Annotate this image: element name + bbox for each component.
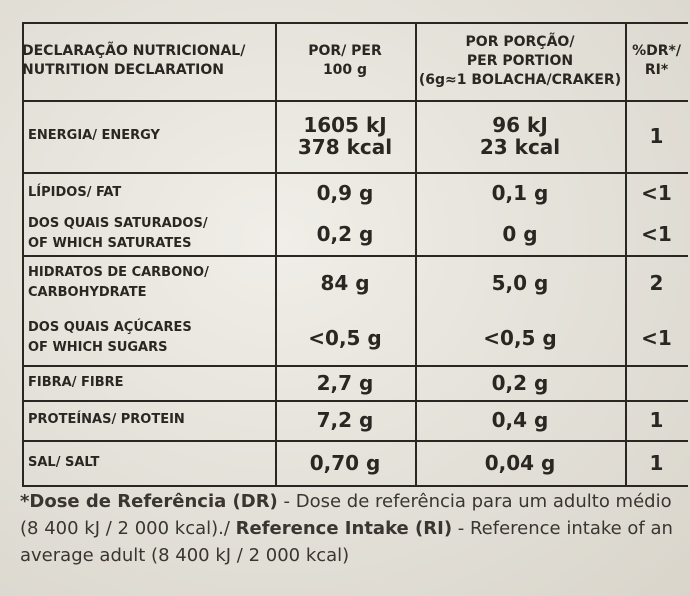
cell: 1 (649, 408, 664, 432)
cell-text: 84 g (320, 270, 370, 295)
cell: <1 (641, 180, 672, 205)
cell: 0,4 g (415, 400, 625, 440)
cell-text: PER PORTION (466, 52, 574, 69)
cell: <1 (641, 222, 672, 247)
cell: <0,5 g (275, 310, 415, 365)
cell-text: <0,5 g (483, 325, 557, 350)
cell: PROTEÍNAS/ PROTEIN (22, 400, 275, 440)
cell-text: 23 kcal (479, 135, 561, 159)
cell: 0,2 g (415, 365, 625, 400)
cell: 0,1 g (415, 172, 625, 214)
cell-text: 5,0 g (491, 270, 549, 295)
cell-text: LÍPIDOS/ FAT (28, 184, 122, 200)
cell-text: FIBRA/ FIBRE (28, 374, 124, 390)
cell-text: (6g≈1 BOLACHA/CRAKER) (418, 71, 622, 88)
rule (415, 22, 417, 485)
cell-text: 0,2 g (491, 370, 549, 395)
cell: 7,2 g (275, 400, 415, 440)
cell-text: POR PORÇÃO/ (465, 33, 575, 50)
cell: 2,7 g (275, 365, 415, 400)
cell: 0 g (415, 214, 625, 256)
cell: POR PORÇÃO/PER PORTION (6g≈1 BOLACHA/CRAK… (415, 22, 625, 100)
cell-text: 96 kJ (492, 113, 548, 137)
cell-text: PROTEÍNAS/ PROTEIN (28, 412, 185, 427)
cell-text: %DR*/ (632, 43, 681, 59)
cell: SAL/ SALT (22, 440, 275, 485)
cell-text: OF WHICH SUGARS (28, 339, 168, 355)
cell: 0,9 g (275, 172, 415, 214)
rule (22, 440, 688, 442)
cell-text: 1605 kJ (303, 113, 387, 137)
cell-text: 2,7 g (316, 370, 374, 395)
cell: 2 (649, 270, 664, 295)
cell-text: 0,04 g (484, 450, 556, 475)
cell-text: 0,4 g (491, 408, 549, 432)
cell-text: RI* (644, 62, 669, 78)
cell: 1 (649, 450, 664, 475)
cell-text: POR/ PER (308, 43, 382, 59)
cell-text: OF WHICH SATURATES (28, 236, 192, 252)
footnote-text: - Dose de referência para um adulto médi… (20, 491, 672, 539)
cell: HIDRATOS DE CARBONO/CARBOHYDRATE (22, 255, 275, 310)
rule (22, 22, 688, 24)
cell: DOS QUAIS AÇÚCARES OF WHICH SUGARS (22, 310, 275, 365)
cell: <0,5 g (415, 310, 625, 365)
cell-text: 0 g (502, 222, 538, 247)
rule (22, 22, 24, 485)
cell: <1 (641, 325, 672, 350)
cell: 0,04 g (415, 440, 625, 485)
cell: 96 kJ 23 kcal (415, 100, 625, 172)
rule (275, 22, 277, 485)
footnote-bold: Reference Intake (RI) (235, 518, 453, 539)
cell: %DR*/ RI* (625, 22, 688, 100)
cell: DECLARAÇÃO NUTRICIONAL/NUTRITION DECLARA… (22, 22, 275, 100)
cell-text: 7,2 g (316, 408, 374, 432)
cell-text: SAL/ SALT (28, 454, 100, 470)
cell-text: DOS QUAIS AÇÚCARES (28, 319, 192, 335)
cell: POR/ PER 100 g (275, 22, 415, 100)
rule (22, 485, 688, 487)
cell: 0,2 g (275, 214, 415, 256)
cell-text: 100 g (322, 62, 368, 78)
cell: 5,0 g (415, 255, 625, 310)
rule (22, 400, 688, 402)
cell-text: CARBOHYDRATE (28, 284, 147, 300)
cell: 84 g (275, 255, 415, 310)
cell-text: 0,2 g (316, 222, 374, 247)
cell-text: HIDRATOS DE CARBONO/ (28, 264, 209, 280)
cell-text: 0,70 g (309, 450, 381, 475)
cell: 0,70 g (275, 440, 415, 485)
cell-text: ENERGIA/ ENERGY (28, 128, 160, 143)
cell-text: 0,9 g (316, 180, 374, 205)
footnote-text: - Reference intake of an average adult (… (20, 518, 673, 566)
rule (22, 172, 688, 174)
cell-text: DECLARAÇÃO NUTRICIONAL/ (22, 43, 246, 59)
cell: FIBRA/ FIBRE (22, 365, 275, 400)
cell-text: NUTRITION DECLARATION (22, 62, 224, 78)
footnote-bold: *Dose de Referência (DR) (20, 491, 278, 512)
cell-text: 0,1 g (491, 180, 549, 205)
cell-text: <0,5 g (308, 325, 382, 350)
cell: ENERGIA/ ENERGY (22, 100, 275, 172)
rule (625, 22, 627, 485)
cell: DOS QUAIS SATURADOS/OF WHICH SATURATES (22, 214, 275, 256)
rule (22, 255, 688, 257)
cell: 1605 kJ 378 kcal (275, 100, 415, 172)
footnote: *Dose de Referência (DR) - Dose de refer… (20, 488, 680, 569)
cell: 1 (649, 124, 664, 148)
cell-text: DOS QUAIS SATURADOS/ (28, 216, 208, 232)
cell: LÍPIDOS/ FAT (22, 172, 275, 214)
rule (22, 100, 688, 102)
rule (22, 365, 688, 367)
cell-text: 378 kcal (297, 135, 393, 159)
